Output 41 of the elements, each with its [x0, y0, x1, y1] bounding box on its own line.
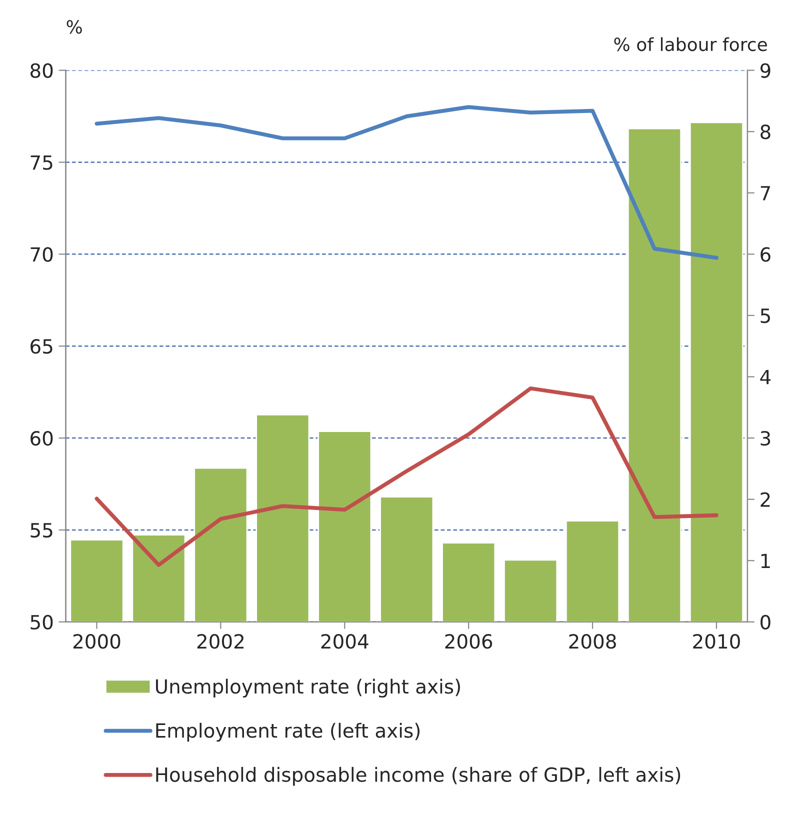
y-tick-label: 50: [30, 614, 53, 630]
y-tick-label: 55: [30, 523, 52, 538]
y-tick-label: 75: [30, 155, 52, 170]
bar: [132, 534, 186, 622]
y-tick-label: 60: [30, 430, 53, 446]
line-series: [94, 105, 718, 260]
legend-label: Unemployment rate (right axis): [156, 678, 460, 698]
y-tick-label: 65: [30, 339, 52, 354]
bar: [318, 430, 372, 622]
line-series: [94, 386, 718, 567]
x-tick-label: 2002: [197, 634, 244, 649]
y2-axis-title: % of labour force: [614, 37, 767, 52]
bar: [566, 520, 620, 622]
x-tick-label: 2004: [321, 634, 368, 649]
y2-tick-label: 9: [760, 63, 770, 78]
y-tick-label: 80: [30, 63, 53, 78]
y2-tick-label: 1: [761, 554, 770, 568]
y2-tick-label: 0: [760, 614, 770, 630]
bar: [442, 542, 496, 622]
y2-tick-label: 2: [760, 492, 770, 507]
y2-tick-label: 8: [760, 124, 770, 140]
y2-tick-label: 7: [760, 186, 770, 200]
bar: [194, 467, 248, 622]
y-axis-title: %: [66, 20, 82, 34]
bar: [504, 559, 558, 622]
bar: [70, 539, 124, 622]
y2-tick-label: 4: [760, 370, 771, 384]
y2-tick-label: 6: [760, 247, 770, 262]
bar: [380, 496, 434, 622]
x-tick-label: 2008: [569, 634, 616, 649]
x-tick-label: 2006: [445, 634, 492, 649]
x-tick-label: 2010: [693, 634, 740, 649]
y2-tick-label: 3: [760, 430, 770, 446]
bar: [256, 414, 310, 622]
legend-label: Household disposable income (share of GDP, left axis): [156, 766, 680, 786]
legend-label: Employment rate (left axis): [156, 722, 420, 742]
y2-tick-label: 5: [760, 308, 770, 324]
x-tick-label: 2000: [73, 634, 120, 649]
y-tick-label: 70: [30, 247, 53, 262]
bar: [627, 128, 682, 622]
bar: [689, 122, 744, 622]
